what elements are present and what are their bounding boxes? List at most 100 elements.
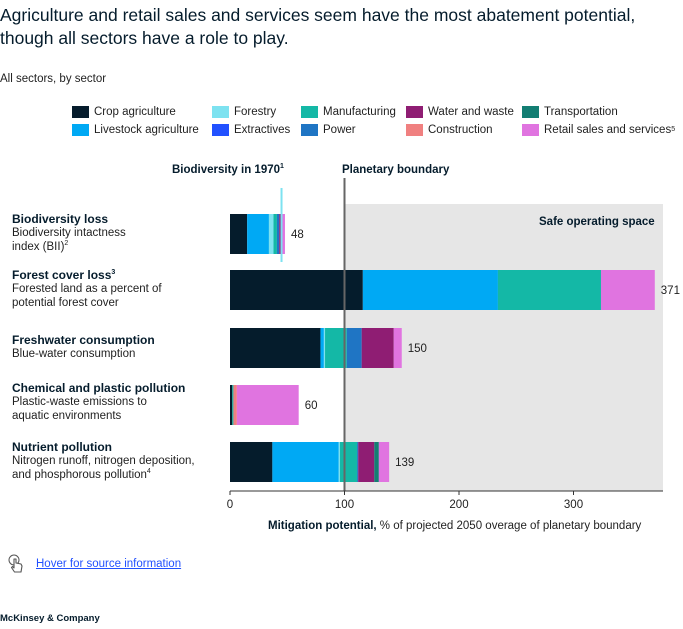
legend-swatch-retail: [522, 124, 539, 136]
legend-swatch-transport: [522, 106, 539, 118]
source-info[interactable]: Hover for source information: [6, 553, 181, 575]
legend-swatch-construction: [406, 124, 423, 136]
brand-logo-text: McKinsey & Company: [0, 613, 100, 624]
x-axis-title: Mitigation potential, % of projected 205…: [268, 520, 642, 532]
bar-segment-water: [279, 214, 282, 254]
x-tick-label: 0: [227, 499, 233, 511]
bar-segment-water: [358, 442, 375, 482]
row-subtitle: and phosphorous pollution4: [12, 468, 151, 481]
legend-item-transport: Transportation: [522, 106, 618, 118]
bar-segment-manufacturing: [497, 270, 601, 310]
bar-segment-retail: [600, 270, 655, 310]
bar-total-label: 48: [291, 229, 304, 241]
row-subtitle: Biodiversity intactness: [12, 227, 126, 239]
bar-segment-manufacturing: [339, 442, 358, 482]
chart-subtitle: All sectors, by sector: [0, 73, 107, 85]
bar-total-label: 371: [661, 285, 680, 297]
bar-segment-power: [276, 214, 280, 254]
legend-label-manufacturing: Manufacturing: [323, 106, 396, 118]
bar-segment-retail: [236, 385, 299, 425]
row-title: Forest cover loss3: [12, 268, 116, 282]
bar-segment-power: [346, 328, 362, 368]
bar-segment-retail: [378, 442, 390, 482]
row-subtitle: index (BII)2: [12, 240, 69, 253]
legend-label-retail: Retail sales and services: [544, 124, 672, 136]
legend-item-power: Power: [301, 124, 356, 136]
planetary-boundary-label: Planetary boundary: [342, 164, 450, 176]
bar-segment-retail: [281, 214, 285, 254]
bar-segment-forestry: [268, 214, 274, 254]
legend-label-forestry: Forestry: [234, 106, 277, 118]
chart-title: Agriculture and retail sales and service…: [0, 5, 636, 48]
bar-segment-forestry: [323, 328, 326, 368]
legend-label-construction: Construction: [428, 124, 493, 136]
row-label: Biodiversity loss Biodiversity intactness…: [12, 212, 126, 254]
row-title: Chemical and plastic pollution: [12, 381, 186, 395]
legend-label-extractives: Extractives: [234, 124, 291, 136]
bar-segment-livestock: [362, 270, 498, 310]
bar-segment-crop: [230, 385, 233, 425]
bar-segment-retail: [393, 328, 402, 368]
row-title: Nutrient pollution: [12, 440, 112, 454]
row-title: Freshwater consumption: [12, 333, 155, 347]
legend-label-water: Water and waste: [428, 106, 514, 118]
bar-segment-manufacturing: [273, 214, 277, 254]
legend-label-crop: Crop agriculture: [94, 106, 176, 118]
legend-swatch-livestock: [72, 124, 89, 136]
legend-item-extractives: Extractives: [212, 124, 290, 136]
legend-item-crop: Crop agriculture: [72, 106, 176, 118]
bar-segment-water: [361, 328, 394, 368]
bar-segment-construction: [233, 385, 237, 425]
bar-total-label: 150: [408, 343, 427, 355]
legend-item-livestock: Livestock agriculture: [72, 124, 199, 136]
legend-swatch-forestry: [212, 106, 229, 118]
legend-item-water: Water and waste: [406, 106, 514, 118]
row-label: Forest cover loss3 Forested land as a per…: [12, 268, 162, 310]
bar-segment-livestock: [247, 214, 269, 254]
legend-swatch-power: [301, 124, 318, 136]
row-subtitle: Blue-water consumption: [12, 348, 136, 360]
bar-segment-manufacturing: [232, 385, 234, 425]
legend: Crop agriculture Forestry Manufacturing Wat…: [72, 106, 683, 142]
bar-segment-livestock: [272, 442, 339, 482]
row-subtitle: potential forest cover: [12, 297, 119, 309]
legend-swatch-water: [406, 106, 423, 118]
row-label: Chemical and plastic pollution Plastic-wa…: [12, 381, 185, 423]
legend-swatch-extractives: [212, 124, 229, 136]
legend-label-livestock: Livestock agriculture: [94, 124, 199, 136]
legend-swatch-manufacturing: [301, 106, 318, 118]
legend-label-transport: Transportation: [544, 106, 618, 118]
row-subtitle: Forested land as a percent of: [12, 283, 162, 295]
bar-segment-transport: [374, 442, 379, 482]
x-tick-label: 100: [335, 499, 354, 511]
row-label: Nutrient pollution Nitrogen runoff, nitro…: [12, 440, 195, 482]
legend-item-retail: Retail sales and services 5: [522, 124, 675, 136]
x-tick-label: 300: [564, 499, 583, 511]
row-subtitle: Nitrogen runoff, nitrogen deposition,: [12, 455, 195, 467]
bar-segment-crop: [230, 442, 273, 482]
bar-segment-crop: [230, 214, 248, 254]
bar-segment-forestry: [338, 442, 340, 482]
x-tick-label: 200: [449, 499, 468, 511]
cursor-hand-icon: [8, 554, 23, 573]
legend-item-forestry: Forestry: [212, 106, 276, 118]
safe-operating-space-label: Safe operating space: [539, 216, 655, 228]
biodiversity-1970-label: Biodiversity in 19701: [172, 163, 284, 176]
bar-segment-crop: [230, 270, 363, 310]
row-subtitle: Plastic-waste emissions to: [12, 396, 147, 408]
bar-total-label: 60: [305, 400, 318, 412]
row-title: Biodiversity loss: [12, 212, 109, 226]
legend-swatch-crop: [72, 106, 89, 118]
legend-label-power: Power: [323, 124, 356, 136]
row-label: Freshwater consumption Blue-water consump…: [12, 333, 155, 361]
legend-item-construction: Construction: [406, 124, 493, 136]
bar-segment-power: [357, 442, 359, 482]
source-info-link[interactable]: Hover for source information: [36, 558, 182, 570]
row-subtitle: aquatic environments: [12, 410, 122, 422]
bar-segment-livestock: [320, 328, 324, 368]
bar-segment-manufacturing: [325, 328, 347, 368]
legend-item-manufacturing: Manufacturing: [301, 106, 396, 118]
bar-segment-crop: [230, 328, 321, 368]
bar-total-label: 139: [395, 457, 414, 469]
